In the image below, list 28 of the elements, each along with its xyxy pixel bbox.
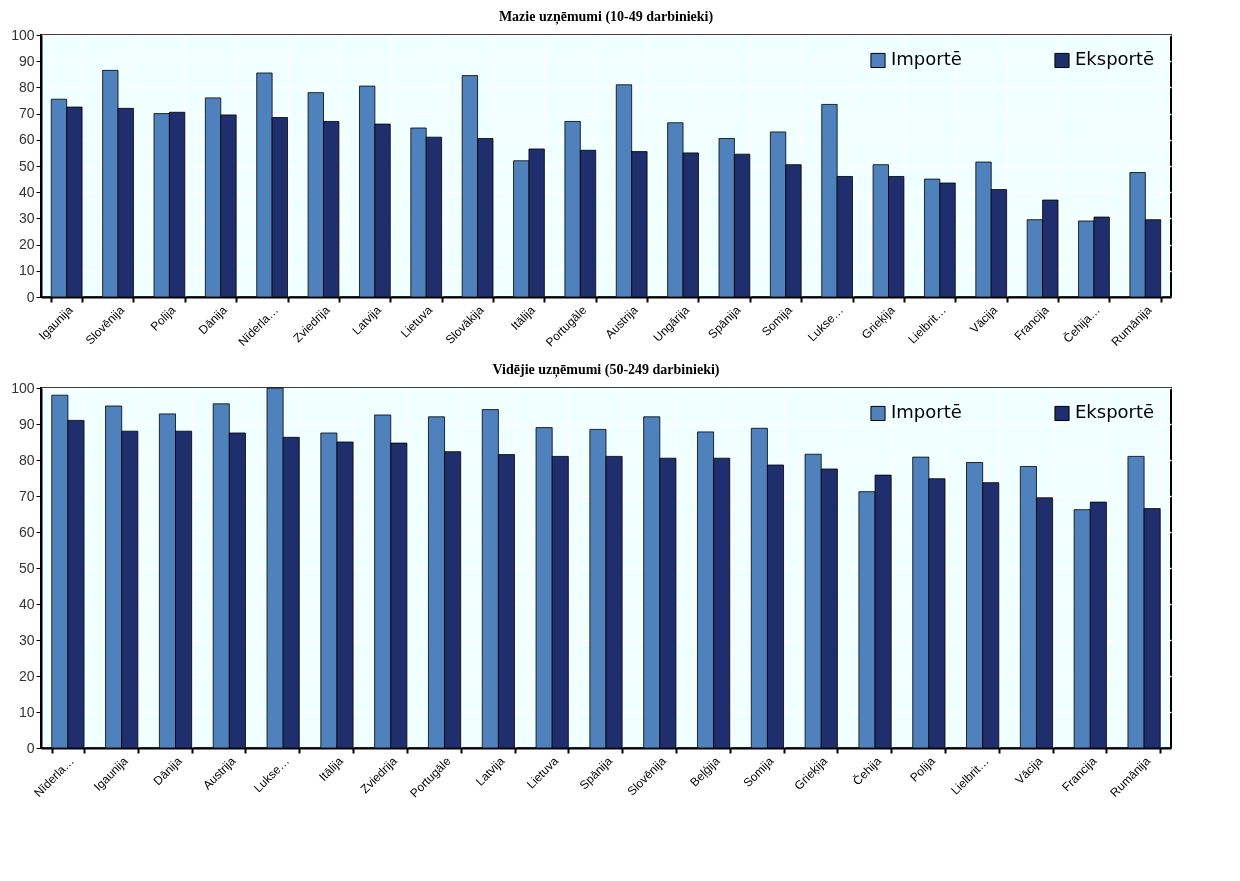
y-tick-label: 0	[26, 739, 35, 756]
y-tick-label: 60	[18, 523, 35, 540]
y-tick-label: 100	[11, 26, 35, 43]
y-tick-label: 100	[11, 379, 35, 396]
y-tick-label: 40	[18, 183, 35, 200]
y-tick-label: 60	[18, 131, 35, 148]
y-tick-label: 70	[18, 105, 35, 122]
y-tick-label: 30	[18, 631, 35, 648]
legend-label: Eksportē	[1075, 401, 1155, 423]
y-tick-label: 70	[18, 487, 35, 504]
y-tick-label: 0	[26, 288, 35, 305]
y-tick-label: 40	[18, 595, 35, 612]
chart-title: Vidējie uzņēmumi (50-249 darbinieki)	[492, 362, 720, 378]
y-tick-label: 10	[18, 262, 35, 279]
y-tick-label: 90	[18, 415, 35, 432]
legend-label: Eksportē	[1075, 48, 1155, 70]
y-tick-label: 80	[18, 78, 35, 95]
y-tick-label: 30	[18, 209, 35, 226]
y-tick-label: 90	[18, 52, 35, 69]
legend-label: Importē	[891, 401, 962, 423]
y-tick-label: 50	[18, 559, 35, 576]
y-tick-label: 20	[18, 667, 35, 684]
y-tick-label: 20	[18, 236, 35, 253]
y-tick-label: 50	[18, 157, 35, 174]
y-tick-label: 10	[18, 703, 35, 720]
legend-label: Importē	[891, 48, 962, 70]
chart-title: Mazie uzņēmumi (10-49 darbinieki)	[498, 9, 714, 25]
y-tick-label: 80	[18, 451, 35, 468]
